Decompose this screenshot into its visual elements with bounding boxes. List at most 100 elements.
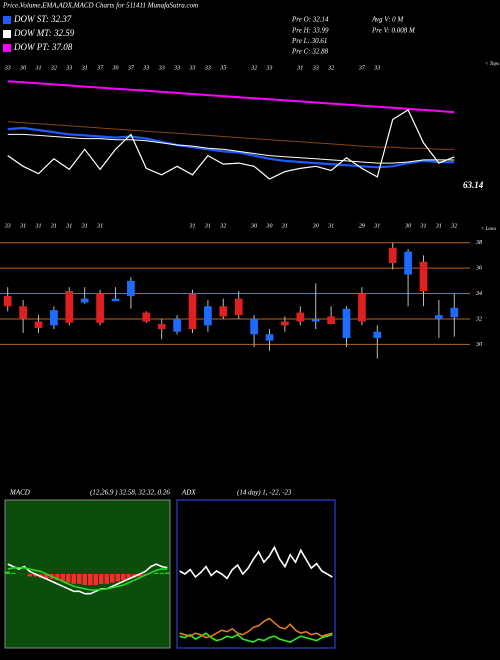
low-label: 30: [312, 223, 319, 229]
indicator-line: [179, 632, 333, 643]
top-label: 33: [204, 65, 211, 71]
histogram-bar: [33, 574, 38, 577]
low-label: 30: [266, 223, 273, 229]
stat: Avg V: 0 M: [371, 16, 404, 24]
candle-body: [96, 293, 104, 323]
low-label: 31: [50, 223, 57, 229]
low-label: 31: [327, 223, 334, 229]
candle-body: [219, 306, 228, 317]
candle-body: [157, 324, 166, 330]
top-label: 33: [266, 65, 273, 71]
candle-body: [204, 306, 212, 326]
legend-label: DOW ST: 32.37: [13, 14, 72, 24]
panel-title: ADX: [181, 489, 196, 497]
panel-subtitle: (12,26,9 ) 32.58, 32.32, 0.26: [90, 489, 170, 497]
low-label: 31: [189, 223, 196, 229]
indicator-line: [7, 567, 168, 591]
top-label: 33: [373, 65, 380, 71]
candle-body: [3, 296, 12, 307]
histogram-bar: [159, 572, 164, 574]
annotation: < Lows: [481, 227, 496, 232]
histogram-bar: [66, 574, 71, 583]
top-label: 33: [142, 65, 149, 71]
histogram-bar: [55, 574, 60, 581]
top-label: 32: [327, 65, 334, 71]
stat: Pre L: 30.61: [291, 37, 327, 45]
candle-body: [127, 280, 135, 297]
legend-swatch: [3, 30, 11, 38]
low-label: 32: [219, 223, 226, 229]
candle-body: [50, 310, 58, 326]
legend-label: DOW MT: 32.59: [13, 28, 75, 38]
histogram-bar: [121, 574, 126, 581]
candle-body: [250, 318, 258, 335]
indicator-line: [179, 617, 333, 639]
histogram-bar: [99, 574, 104, 584]
panel-title: MACD: [9, 489, 30, 497]
histogram-bar: [104, 574, 109, 584]
top-label: 32: [250, 65, 257, 71]
candle-body: [435, 315, 443, 319]
candle-body: [296, 312, 305, 322]
histogram-bar: [165, 572, 170, 574]
stat: Pre O: 32.14: [291, 16, 329, 24]
top-label: 31: [296, 65, 303, 71]
top-label: 30: [19, 65, 26, 71]
legend-swatch: [3, 16, 11, 24]
top-label: 37: [358, 65, 366, 71]
annotation: < Tops: [485, 62, 499, 67]
candle-body: [265, 334, 274, 341]
low-label: 31: [19, 223, 26, 229]
histogram-bar: [137, 574, 142, 577]
histogram-bar: [126, 574, 131, 579]
candle-body: [327, 316, 335, 325]
legend-label: DOW PT: 37.08: [13, 42, 73, 52]
low-label: 29: [359, 223, 365, 229]
histogram-bar: [27, 574, 32, 577]
ema-line: [7, 80, 455, 114]
histogram-bar: [44, 574, 49, 579]
histogram-bar: [11, 572, 16, 574]
histogram-bar: [93, 574, 98, 586]
low-label: 31: [435, 223, 442, 229]
histogram-bar: [110, 574, 115, 583]
stat: Pre C: 32.88: [291, 48, 329, 56]
low-label: 31: [96, 223, 103, 229]
candle-body: [404, 251, 412, 275]
top-label: 33: [4, 65, 11, 71]
legend-swatch: [3, 44, 11, 52]
top-label: 33: [312, 65, 319, 71]
candle-body: [311, 318, 320, 322]
page-title: Price,Volume,EMA,ADX,MACD Charts for 511…: [2, 2, 198, 10]
candle-body: [80, 298, 89, 303]
candle-body: [450, 307, 459, 318]
candle-body: [388, 247, 397, 264]
top-label: 33: [173, 65, 180, 71]
candle-body: [19, 306, 27, 319]
low-label: 33: [4, 223, 11, 229]
indicator-line: [7, 563, 168, 595]
ema-line: [7, 121, 455, 150]
candle-body: [342, 308, 351, 339]
low-label: 31: [65, 223, 72, 229]
histogram-bar: [77, 574, 82, 584]
y-tick-label: 34: [475, 290, 482, 297]
stat: Pre V: 0.008 M: [371, 26, 416, 34]
candle-body: [281, 321, 289, 326]
candle-body: [34, 321, 43, 328]
histogram-bar: [60, 574, 65, 582]
top-label: 31: [35, 65, 42, 71]
low-label: 31: [373, 223, 380, 229]
stat: Pre H: 33.99: [291, 26, 329, 34]
y-tick-label: 38: [475, 240, 482, 246]
top-label: 37: [127, 65, 135, 71]
histogram-bar: [82, 574, 87, 586]
low-label: 30: [404, 223, 411, 229]
low-label: 30: [250, 223, 257, 229]
top-label: 32: [50, 65, 57, 71]
price-line: [7, 109, 455, 180]
candle-body: [111, 298, 120, 302]
low-label: 31: [420, 223, 427, 229]
low-label: 32: [450, 223, 457, 229]
